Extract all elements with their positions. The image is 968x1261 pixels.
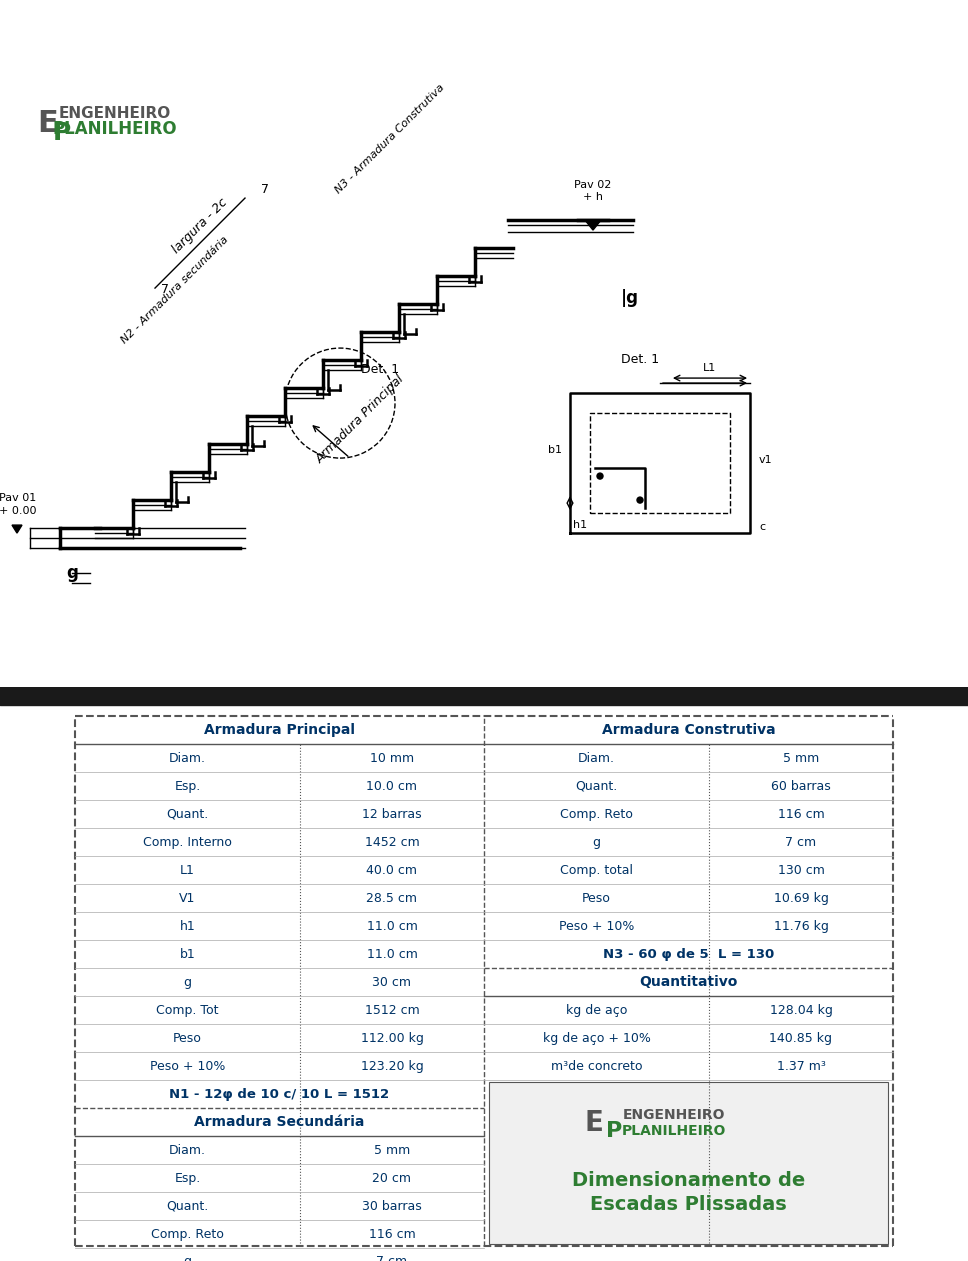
Text: Pav 01: Pav 01 xyxy=(0,493,37,503)
Text: Peso: Peso xyxy=(173,1031,202,1044)
Text: N3 - 60 φ de 5  L = 130: N3 - 60 φ de 5 L = 130 xyxy=(603,947,774,961)
Text: b1: b1 xyxy=(548,445,562,455)
Text: 10.0 cm: 10.0 cm xyxy=(367,779,417,793)
Text: 1512 cm: 1512 cm xyxy=(365,1004,419,1016)
Polygon shape xyxy=(12,525,22,533)
Text: Comp. Reto: Comp. Reto xyxy=(560,808,633,821)
Text: E: E xyxy=(585,1108,603,1136)
Text: 140.85 kg: 140.85 kg xyxy=(770,1031,832,1044)
Text: Peso: Peso xyxy=(582,892,611,904)
Text: Dimensionamento de: Dimensionamento de xyxy=(572,1170,805,1189)
Text: 7 cm: 7 cm xyxy=(377,1256,408,1261)
Text: PLANILHEIRO: PLANILHEIRO xyxy=(52,120,177,139)
Text: 130 cm: 130 cm xyxy=(777,864,825,876)
FancyBboxPatch shape xyxy=(489,1082,888,1245)
Text: + 0.00: + 0.00 xyxy=(0,506,37,516)
Text: Armadura Secundária: Armadura Secundária xyxy=(195,1115,365,1129)
Text: 30 barras: 30 barras xyxy=(362,1199,422,1213)
Text: V1: V1 xyxy=(179,892,196,904)
Text: 11.76 kg: 11.76 kg xyxy=(773,919,829,933)
Text: Det. 1: Det. 1 xyxy=(620,353,659,366)
Text: 7: 7 xyxy=(161,282,169,296)
Text: largura - 2c: largura - 2c xyxy=(170,195,230,256)
Text: N1 - 12φ de 10 c/ 10 L = 1512: N1 - 12φ de 10 c/ 10 L = 1512 xyxy=(169,1087,389,1101)
Text: g: g xyxy=(66,564,78,583)
Text: Quant.: Quant. xyxy=(166,808,208,821)
Text: b1: b1 xyxy=(180,947,196,961)
Text: Quant.: Quant. xyxy=(575,779,618,793)
Circle shape xyxy=(597,473,603,479)
Text: Esp.: Esp. xyxy=(174,779,200,793)
Polygon shape xyxy=(585,221,601,230)
Text: Quant.: Quant. xyxy=(166,1199,208,1213)
Text: m³de concreto: m³de concreto xyxy=(551,1059,642,1073)
Text: PLANILHEIRO: PLANILHEIRO xyxy=(621,1124,726,1137)
Text: kg de aço + 10%: kg de aço + 10% xyxy=(542,1031,650,1044)
Text: L1: L1 xyxy=(704,363,716,373)
Text: 28.5 cm: 28.5 cm xyxy=(367,892,417,904)
Text: Quantitativo: Quantitativo xyxy=(639,975,738,989)
Text: g: g xyxy=(592,836,600,849)
Text: L1: L1 xyxy=(180,864,195,876)
Text: Diam.: Diam. xyxy=(578,752,615,764)
Text: Armadura Construtiva: Armadura Construtiva xyxy=(602,724,775,738)
Text: P: P xyxy=(53,121,71,145)
Text: Armadura Principal: Armadura Principal xyxy=(204,724,355,738)
Text: |g: |g xyxy=(621,289,639,308)
Circle shape xyxy=(637,497,643,503)
Text: Det. 1: Det. 1 xyxy=(361,363,399,376)
Text: Diam.: Diam. xyxy=(169,752,206,764)
Text: Comp. Tot: Comp. Tot xyxy=(156,1004,219,1016)
Text: 123.20 kg: 123.20 kg xyxy=(361,1059,423,1073)
Text: 116 cm: 116 cm xyxy=(369,1227,415,1241)
Text: N2 - Armadura secundária: N2 - Armadura secundária xyxy=(119,235,230,346)
Text: 12 barras: 12 barras xyxy=(362,808,422,821)
Text: h1: h1 xyxy=(180,919,196,933)
Text: Esp.: Esp. xyxy=(174,1171,200,1184)
Text: 20 cm: 20 cm xyxy=(373,1171,411,1184)
Text: c: c xyxy=(759,522,765,532)
Text: Comp. Interno: Comp. Interno xyxy=(143,836,232,849)
Text: 10.69 kg: 10.69 kg xyxy=(773,892,829,904)
Text: v1: v1 xyxy=(758,455,771,465)
Text: + h: + h xyxy=(583,192,603,202)
Text: 11.0 cm: 11.0 cm xyxy=(367,919,417,933)
Text: 116 cm: 116 cm xyxy=(777,808,825,821)
Text: Armadura Principal: Armadura Principal xyxy=(314,372,407,467)
Text: kg de aço: kg de aço xyxy=(565,1004,627,1016)
Text: E: E xyxy=(38,108,58,137)
Text: Diam.: Diam. xyxy=(169,1144,206,1156)
Text: Peso + 10%: Peso + 10% xyxy=(150,1059,226,1073)
Text: ENGENHEIRO: ENGENHEIRO xyxy=(622,1107,725,1121)
Text: 112.00 kg: 112.00 kg xyxy=(360,1031,423,1044)
Text: 40.0 cm: 40.0 cm xyxy=(367,864,417,876)
Text: 60 barras: 60 barras xyxy=(771,779,831,793)
Text: Comp. Reto: Comp. Reto xyxy=(151,1227,224,1241)
Text: h1: h1 xyxy=(573,520,587,530)
Text: 5 mm: 5 mm xyxy=(374,1144,410,1156)
Text: Peso + 10%: Peso + 10% xyxy=(559,919,634,933)
Text: ENGENHEIRO: ENGENHEIRO xyxy=(59,106,171,121)
Text: 10 mm: 10 mm xyxy=(370,752,414,764)
Text: 30 cm: 30 cm xyxy=(373,976,411,989)
Text: 11.0 cm: 11.0 cm xyxy=(367,947,417,961)
Text: P: P xyxy=(606,1121,621,1140)
Text: Comp. total: Comp. total xyxy=(560,864,633,876)
Text: g: g xyxy=(184,976,192,989)
Text: N3 - Armadura Construtiva: N3 - Armadura Construtiva xyxy=(333,82,446,195)
Text: 1.37 m³: 1.37 m³ xyxy=(776,1059,826,1073)
Text: Pav 02: Pav 02 xyxy=(574,180,612,190)
Text: 7 cm: 7 cm xyxy=(785,836,817,849)
Text: g: g xyxy=(184,1256,192,1261)
Text: 7: 7 xyxy=(261,183,269,195)
Text: 1452 cm: 1452 cm xyxy=(365,836,419,849)
Text: 128.04 kg: 128.04 kg xyxy=(770,1004,832,1016)
Text: Escadas Plissadas: Escadas Plissadas xyxy=(590,1194,787,1213)
Text: 5 mm: 5 mm xyxy=(783,752,819,764)
